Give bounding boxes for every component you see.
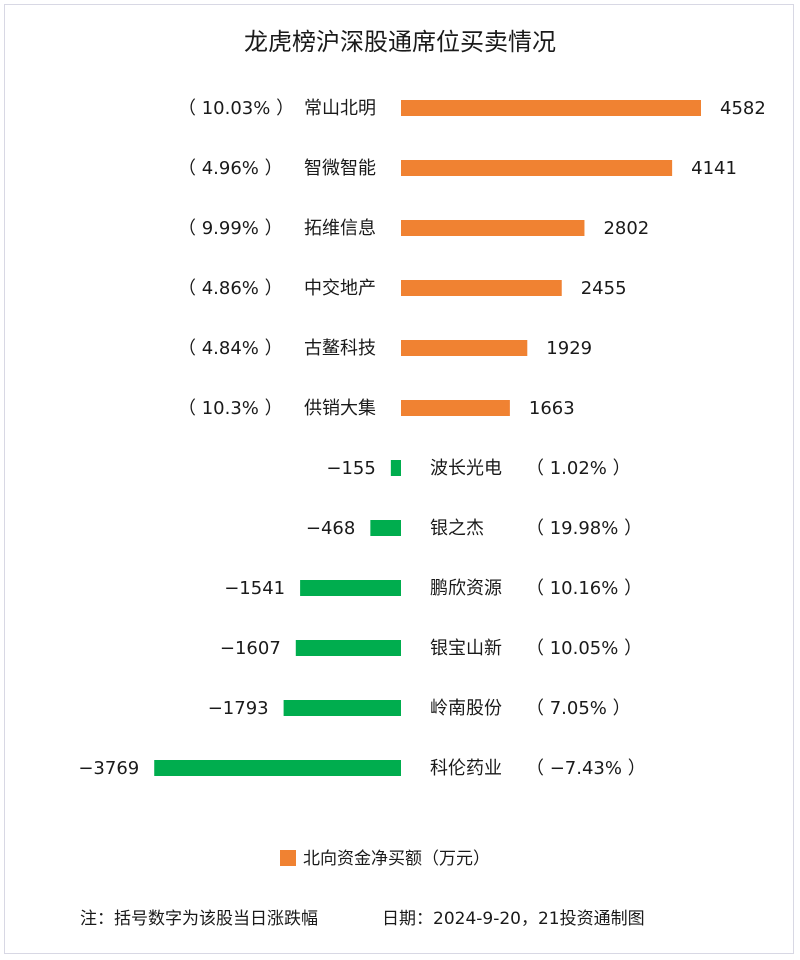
bar-古鳌科技 xyxy=(401,340,528,356)
value-label: 2802 xyxy=(603,218,649,239)
category-label: 智微智能 xyxy=(304,158,376,179)
value-label: −468 xyxy=(306,518,355,539)
pct-change-label: （ 10.16% ） xyxy=(526,578,642,599)
value-label: 1663 xyxy=(529,398,575,419)
bar-岭南股份 xyxy=(283,700,401,716)
value-label: 4141 xyxy=(691,158,737,179)
bar-中交地产 xyxy=(401,280,562,296)
bar-银宝山新 xyxy=(295,640,401,656)
legend-label: 北向资金净买额（万元） xyxy=(303,849,490,869)
value-label: −155 xyxy=(326,458,375,479)
pct-change-label: （ 1.02% ） xyxy=(526,458,631,479)
bar-常山北明 xyxy=(401,100,701,116)
category-label: 鹏欣资源 xyxy=(430,578,502,599)
category-label: 科伦药业 xyxy=(430,758,502,779)
pct-change-label: （ 4.86% ） xyxy=(178,278,283,299)
chart-frame xyxy=(4,4,794,954)
value-label: 4582 xyxy=(720,98,766,119)
bar-波长光电 xyxy=(390,460,401,476)
category-label: 拓维信息 xyxy=(304,218,376,239)
pct-change-label: （ 10.3% ） xyxy=(178,398,283,419)
pct-change-label: （ 19.98% ） xyxy=(526,518,642,539)
bar-银之杰 xyxy=(370,520,401,536)
value-label: −3769 xyxy=(78,758,139,779)
category-label: 银之杰 xyxy=(430,518,484,539)
pct-change-label: （ 4.84% ） xyxy=(178,338,283,359)
bar-智微智能 xyxy=(401,160,673,176)
pct-change-label: （ −7.43% ） xyxy=(526,758,646,779)
pct-change-label: （ 10.05% ） xyxy=(526,638,642,659)
value-label: −1607 xyxy=(220,638,281,659)
category-label: 古鳌科技 xyxy=(304,338,376,359)
legend: 北向资金净买额（万元） xyxy=(280,849,490,869)
category-label: 波长光电 xyxy=(430,458,502,479)
category-label: 岭南股份 xyxy=(430,698,502,719)
category-label: 常山北明 xyxy=(304,98,376,119)
category-label: 供销大集 xyxy=(304,398,376,419)
chart-title: 龙虎榜沪深股通席位买卖情况 xyxy=(244,28,556,56)
bar-供销大集 xyxy=(401,400,510,416)
value-label: 1929 xyxy=(546,338,592,359)
footer-note: 注：括号数字为该股当日涨跌幅 xyxy=(80,909,318,929)
footer-date-source: 日期：2024-9-20，21投资通制图 xyxy=(382,909,645,929)
bars-group: 4582 常山北明 （ 10.03% ） 4141 智微智能 （ 4.96% ） 2802 拓… xyxy=(78,98,765,779)
pct-change-label: （ 4.96% ） xyxy=(178,158,283,179)
pct-change-label: （ 10.03% ） xyxy=(178,98,294,119)
category-label: 中交地产 xyxy=(304,278,376,299)
bar-鹏欣资源 xyxy=(300,580,401,596)
bar-科伦药业 xyxy=(154,760,401,776)
category-label: 银宝山新 xyxy=(430,638,502,659)
pct-change-label: （ 9.99% ） xyxy=(178,218,283,239)
bar-拓维信息 xyxy=(401,220,585,236)
pct-change-label: （ 7.05% ） xyxy=(526,698,631,719)
value-label: 2455 xyxy=(581,278,627,299)
value-label: −1793 xyxy=(208,698,269,719)
legend-swatch xyxy=(280,850,296,866)
value-label: −1541 xyxy=(224,578,285,599)
